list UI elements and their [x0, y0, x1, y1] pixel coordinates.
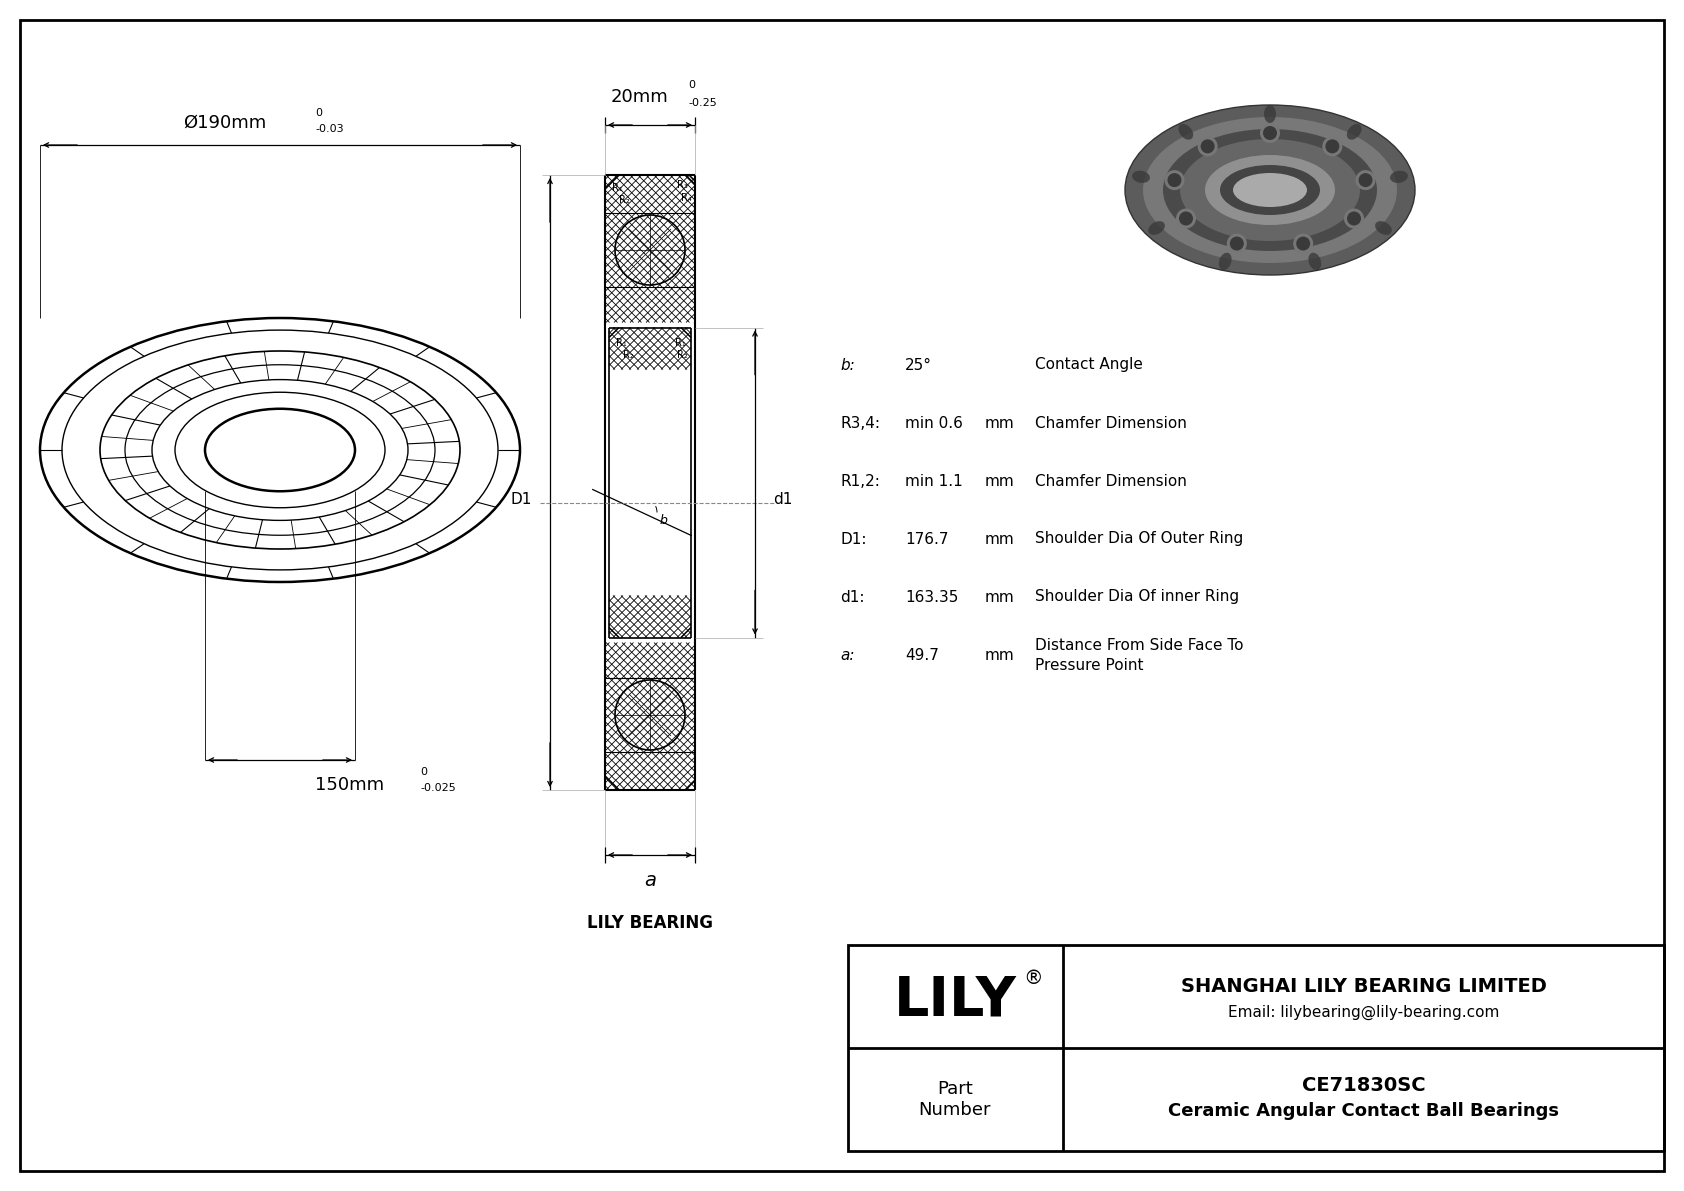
Ellipse shape — [1143, 117, 1398, 263]
Circle shape — [1228, 233, 1246, 254]
Text: mm: mm — [985, 590, 1015, 605]
Circle shape — [1347, 212, 1361, 225]
Ellipse shape — [1389, 170, 1408, 183]
Text: -0.025: -0.025 — [419, 782, 456, 793]
Text: 150mm: 150mm — [315, 777, 384, 794]
Text: min 1.1: min 1.1 — [904, 474, 963, 488]
Text: a:: a: — [840, 648, 854, 662]
Text: D1: D1 — [510, 492, 532, 507]
Text: R₂: R₂ — [623, 349, 633, 360]
Circle shape — [1164, 170, 1184, 191]
Text: SHANGHAI LILY BEARING LIMITED: SHANGHAI LILY BEARING LIMITED — [1180, 977, 1546, 996]
Text: LILY BEARING: LILY BEARING — [588, 913, 712, 933]
Text: Pressure Point: Pressure Point — [1036, 657, 1143, 673]
Circle shape — [1322, 136, 1342, 156]
Ellipse shape — [1376, 222, 1391, 235]
Text: b: b — [660, 515, 669, 526]
Text: Shoulder Dia Of Outer Ring: Shoulder Dia Of Outer Ring — [1036, 531, 1243, 547]
Ellipse shape — [1180, 139, 1361, 241]
Ellipse shape — [1164, 129, 1378, 251]
Text: mm: mm — [985, 416, 1015, 430]
Text: mm: mm — [985, 648, 1015, 662]
Text: 25°: 25° — [904, 357, 931, 373]
Text: mm: mm — [985, 474, 1015, 488]
Circle shape — [1359, 173, 1372, 187]
Text: min 0.6: min 0.6 — [904, 416, 963, 430]
Text: Contact Angle: Contact Angle — [1036, 357, 1143, 373]
Text: Part
Number: Part Number — [919, 1080, 992, 1118]
Circle shape — [1325, 139, 1339, 154]
Text: 163.35: 163.35 — [904, 590, 958, 605]
Text: 0: 0 — [315, 108, 322, 118]
Circle shape — [1201, 139, 1214, 154]
Ellipse shape — [1179, 124, 1194, 139]
Text: R3,4:: R3,4: — [840, 416, 881, 430]
Bar — [849, 944, 1664, 1151]
Text: Shoulder Dia Of inner Ring: Shoulder Dia Of inner Ring — [1036, 590, 1239, 605]
Text: b:: b: — [840, 357, 855, 373]
Text: R₂: R₂ — [620, 195, 630, 205]
Text: a: a — [643, 872, 657, 891]
Circle shape — [1197, 136, 1218, 156]
Text: Email: lilybearing@lily-bearing.com: Email: lilybearing@lily-bearing.com — [1228, 1005, 1499, 1021]
Text: 49.7: 49.7 — [904, 648, 940, 662]
Circle shape — [1356, 170, 1376, 191]
Ellipse shape — [1125, 105, 1415, 275]
Circle shape — [1263, 126, 1276, 141]
Text: R₁: R₁ — [675, 337, 685, 348]
Text: LILY: LILY — [894, 973, 1017, 1028]
Text: Chamfer Dimension: Chamfer Dimension — [1036, 416, 1187, 430]
Text: 0: 0 — [689, 80, 695, 91]
Text: D1:: D1: — [840, 531, 867, 547]
Ellipse shape — [1219, 252, 1231, 270]
Text: R₃: R₃ — [677, 180, 689, 191]
Ellipse shape — [1233, 173, 1307, 207]
Circle shape — [1344, 208, 1364, 229]
Text: CE71830SC: CE71830SC — [1302, 1075, 1425, 1095]
Text: ®: ® — [1024, 969, 1042, 989]
Circle shape — [1167, 173, 1182, 187]
Text: Ceramic Angular Contact Ball Bearings: Ceramic Angular Contact Ball Bearings — [1169, 1103, 1559, 1121]
Circle shape — [1297, 237, 1310, 250]
Text: -0.03: -0.03 — [315, 124, 344, 135]
Ellipse shape — [1265, 105, 1276, 123]
Ellipse shape — [1219, 166, 1320, 216]
Text: Chamfer Dimension: Chamfer Dimension — [1036, 474, 1187, 488]
Circle shape — [1260, 123, 1280, 143]
Circle shape — [1179, 212, 1192, 225]
Text: 176.7: 176.7 — [904, 531, 948, 547]
Text: -0.25: -0.25 — [689, 98, 717, 108]
Text: Distance From Side Face To: Distance From Side Face To — [1036, 638, 1243, 654]
Circle shape — [1175, 208, 1196, 229]
Text: R₁: R₁ — [611, 183, 623, 193]
Text: R₁: R₁ — [616, 337, 626, 348]
Ellipse shape — [1347, 124, 1362, 139]
Ellipse shape — [1148, 222, 1165, 235]
Ellipse shape — [1308, 252, 1322, 270]
Circle shape — [1293, 233, 1314, 254]
Text: d1:: d1: — [840, 590, 864, 605]
Text: mm: mm — [985, 531, 1015, 547]
Circle shape — [1229, 237, 1244, 250]
Text: R₄: R₄ — [682, 193, 692, 202]
Text: R1,2:: R1,2: — [840, 474, 879, 488]
Text: d1: d1 — [773, 492, 793, 507]
Ellipse shape — [1206, 155, 1335, 225]
Text: 20mm: 20mm — [611, 88, 669, 106]
Text: Ø190mm: Ø190mm — [184, 114, 266, 132]
Text: R₂: R₂ — [677, 349, 689, 360]
Ellipse shape — [1132, 170, 1150, 183]
Text: 0: 0 — [419, 767, 428, 777]
